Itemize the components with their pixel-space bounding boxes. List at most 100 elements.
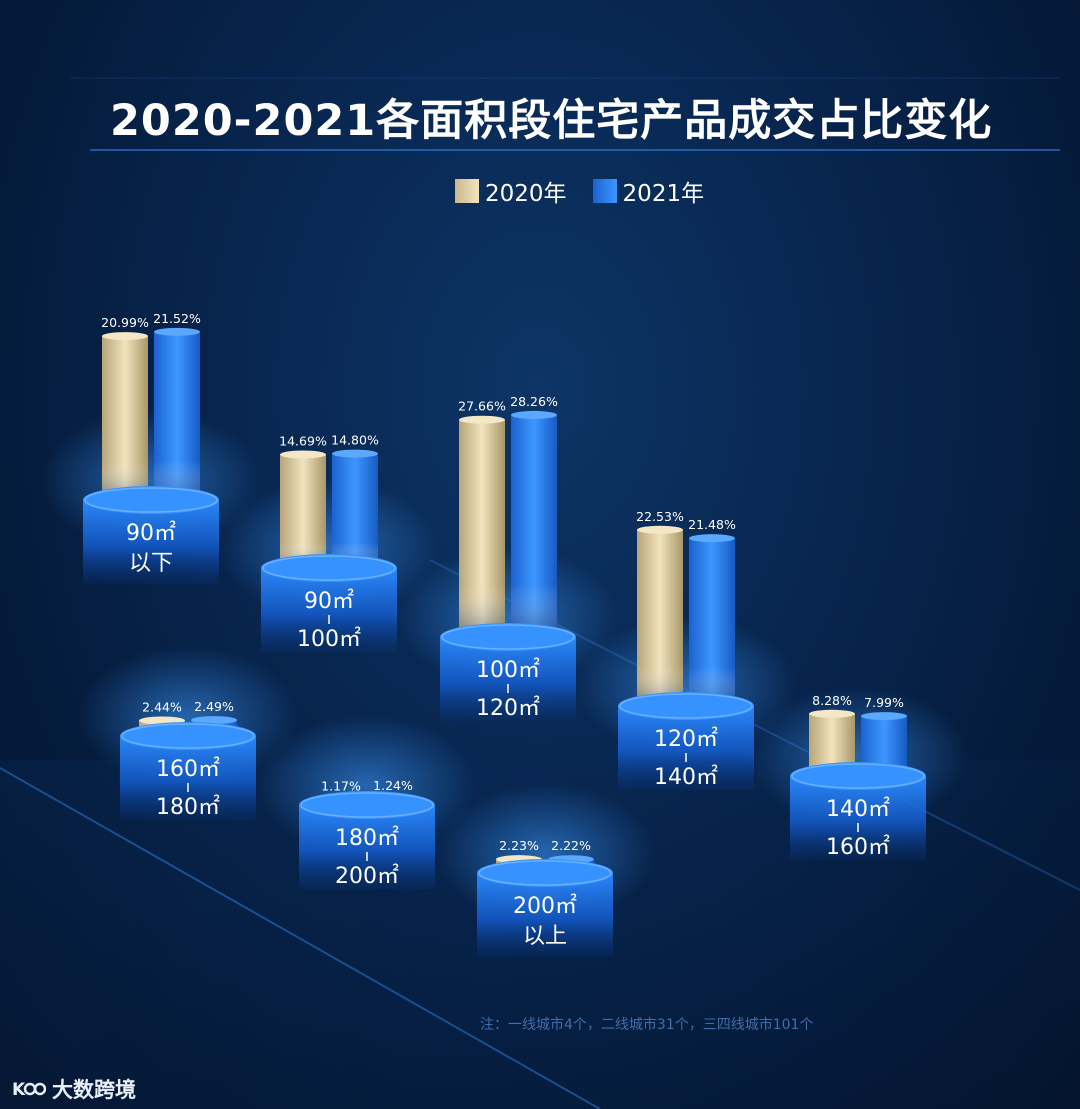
value-label: 28.26% [510,394,558,409]
pedestal: 180㎡ 200㎡ [299,791,435,889]
pedestal-top [120,722,256,750]
value-label: 14.69% [279,433,327,448]
pedestal: 140㎡ 160㎡ [790,762,926,860]
category-label-line2: 以上 [523,924,567,949]
pedestal: 160㎡ 180㎡ [120,722,256,820]
value-label: 7.99% [864,695,904,710]
category-label-line2: 180㎡ [156,794,220,820]
bar-cap [102,332,148,341]
bar-2020: 14.69% [279,433,327,572]
category-label-line1: 160㎡ [156,756,220,782]
value-label: 2.22% [551,838,591,853]
pedestal-top [83,486,219,514]
pedestal-top [299,791,435,819]
bar-shade [637,529,683,710]
footnote: 注：一线城市4个，二线城市31个，三四线城市101个 [480,1017,814,1033]
pedestal-rim [791,763,925,789]
pedestal-rim [300,792,434,818]
bar-2020: 22.53% [636,509,684,710]
category-label-line1: 90㎡ [126,520,176,546]
bar-shade [102,336,148,504]
bar-cap [191,716,237,725]
value-label: 27.66% [458,399,506,414]
bar-shade [154,331,200,504]
legend-swatch-2021 [592,179,617,203]
legend-swatch-2020 [455,179,479,203]
value-label: 21.48% [688,517,736,532]
category-label-line1: 120㎡ [654,726,718,752]
pedestal-rim [619,693,753,719]
pedestal-rim [121,723,255,749]
value-label: 20.99% [101,315,149,330]
pedestal-top [790,762,926,790]
legend-item-2021: 2021年 [592,174,705,208]
category-label-line2: 160㎡ [826,834,890,860]
bar-2021: 21.52% [153,311,201,504]
category-label-line1: 140㎡ [826,796,890,822]
bar-2020: 27.66% [458,399,506,641]
category-label-line2: 140㎡ [654,764,718,790]
value-label: 14.80% [331,433,379,448]
brand-logo-icon: K [12,1080,46,1100]
category-label-line1: 100㎡ [476,657,540,683]
bar-2021: 14.80% [331,433,379,572]
value-label: 1.17% [321,779,361,794]
bar-shade [689,538,735,710]
bar-cap [332,449,378,458]
category-label-line1: 200㎡ [513,893,577,919]
bar-cap [154,327,200,336]
pedestal-rim [478,860,612,886]
value-label: 2.49% [194,699,234,714]
pedestal-top [261,554,397,582]
value-label: 1.24% [373,778,413,793]
category-group: 1.17% 1.24% 180㎡ 200㎡ [257,715,477,889]
category-label-line2: 200㎡ [335,863,399,889]
bar-cap [459,415,505,424]
bar-cap [511,410,557,419]
bar-cap [637,525,683,534]
value-label: 2.23% [499,838,539,853]
value-label: 21.52% [153,311,201,326]
category-label-line1: 90㎡ [304,588,354,614]
category-label-line1: 180㎡ [335,825,399,851]
bar-cap [809,709,855,718]
category-group: 22.53% 21.48% 120㎡ 140㎡ [576,509,796,790]
bar-shade [280,454,326,572]
bar-2021: 28.26% [510,394,558,641]
category-label-line2: 以下 [129,551,173,576]
pedestal-rim [441,624,575,650]
legend-item-2020: 2020年 [455,174,567,208]
category-group: 8.28% 7.99% 140㎡ 160㎡ [748,686,968,860]
pedestal: 90㎡ 100㎡ [261,554,397,652]
legend-label-2021: 2021年 [622,181,705,207]
pedestal: 100㎡ 120㎡ [440,623,576,721]
bar-cap [689,534,735,543]
value-label: 22.53% [636,509,684,524]
watermark-text: 大数跨境 [52,1078,136,1102]
category-label-line2: 100㎡ [297,626,361,652]
legend-label-2020: 2020年 [485,181,567,207]
bar-2021: 21.48% [688,517,736,710]
bar-2020: 20.99% [101,315,149,504]
category-group: 27.66% 28.26% 100㎡ 120㎡ [398,394,618,721]
bar-cap [861,712,907,721]
value-label: 8.28% [812,693,852,708]
pedestal-rim [262,555,396,581]
chart-title: 2020-2021各面积段住宅产品成交占比变化 [110,96,993,146]
bar-shade [511,414,557,641]
svg-text:K: K [12,1080,26,1100]
category-group: 2.44% 2.49% 160㎡ 180㎡ [78,646,298,820]
bar-shade [332,453,378,572]
legend: 2020年 2021年 [455,174,704,208]
bar-cap [280,450,326,459]
pedestal: 120㎡ 140㎡ [618,692,754,790]
value-label: 2.44% [142,699,182,714]
watermark: K 大数跨境 [12,1074,136,1104]
pedestal-rim [84,487,218,513]
